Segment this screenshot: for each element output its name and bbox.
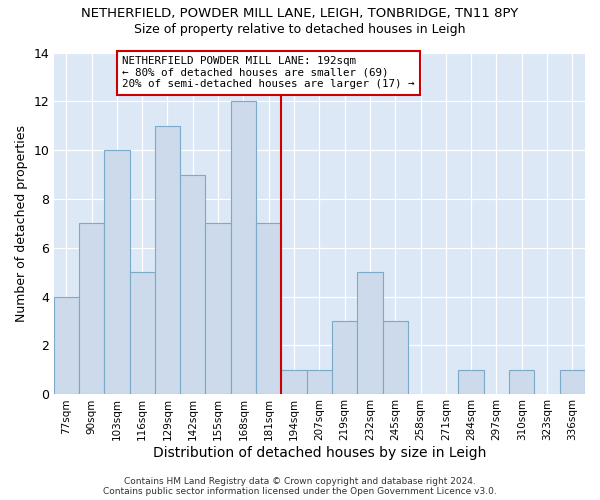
Bar xyxy=(130,272,155,394)
Bar xyxy=(53,296,79,394)
Bar xyxy=(560,370,585,394)
Bar xyxy=(458,370,484,394)
Bar xyxy=(307,370,332,394)
X-axis label: Distribution of detached houses by size in Leigh: Distribution of detached houses by size … xyxy=(152,446,486,460)
Text: Contains HM Land Registry data © Crown copyright and database right 2024.
Contai: Contains HM Land Registry data © Crown c… xyxy=(103,476,497,496)
Bar xyxy=(79,224,104,394)
Bar xyxy=(104,150,130,394)
Bar xyxy=(231,102,256,394)
Bar xyxy=(357,272,383,394)
Bar xyxy=(205,224,231,394)
Bar xyxy=(180,174,205,394)
Bar xyxy=(332,321,357,394)
Bar xyxy=(509,370,535,394)
Bar xyxy=(256,224,281,394)
Text: Size of property relative to detached houses in Leigh: Size of property relative to detached ho… xyxy=(134,22,466,36)
Text: NETHERFIELD, POWDER MILL LANE, LEIGH, TONBRIDGE, TN11 8PY: NETHERFIELD, POWDER MILL LANE, LEIGH, TO… xyxy=(82,8,518,20)
Bar xyxy=(383,321,408,394)
Bar xyxy=(155,126,180,394)
Y-axis label: Number of detached properties: Number of detached properties xyxy=(15,125,28,322)
Bar xyxy=(281,370,307,394)
Text: NETHERFIELD POWDER MILL LANE: 192sqm
← 80% of detached houses are smaller (69)
2: NETHERFIELD POWDER MILL LANE: 192sqm ← 8… xyxy=(122,56,415,90)
